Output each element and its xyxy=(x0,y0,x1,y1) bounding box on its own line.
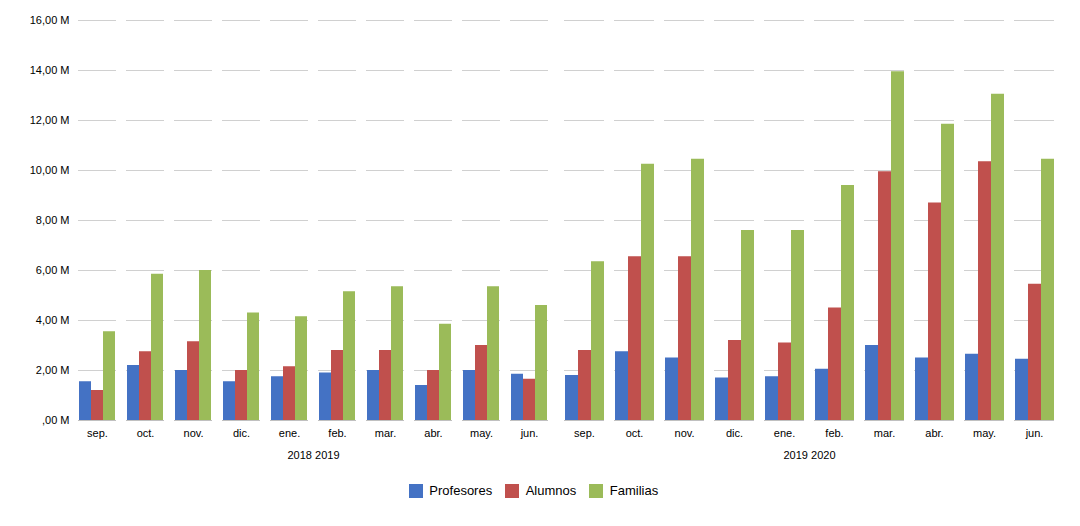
svg-text:2018 2019: 2018 2019 xyxy=(287,449,339,461)
svg-text:8,00 M: 8,00 M xyxy=(35,214,69,226)
svg-text:sep.: sep. xyxy=(574,427,595,439)
svg-text:jun.: jun. xyxy=(519,427,538,439)
svg-text:6,00 M: 6,00 M xyxy=(35,264,69,276)
svg-text:16,00 M: 16,00 M xyxy=(29,14,69,26)
svg-text:2019 2020: 2019 2020 xyxy=(783,449,835,461)
svg-text:oct.: oct. xyxy=(136,427,154,439)
svg-text:abr.: abr. xyxy=(424,427,442,439)
svg-text:4,00 M: 4,00 M xyxy=(35,314,69,326)
svg-text:14,00 M: 14,00 M xyxy=(29,64,69,76)
svg-text:abr.: abr. xyxy=(925,427,943,439)
svg-text:2,00 M: 2,00 M xyxy=(35,364,69,376)
svg-text:feb.: feb. xyxy=(825,427,843,439)
svg-text:jun.: jun. xyxy=(1024,427,1043,439)
svg-text:may.: may. xyxy=(972,427,995,439)
svg-text:10,00 M: 10,00 M xyxy=(29,164,69,176)
svg-text:mar.: mar. xyxy=(374,427,395,439)
svg-text:nov.: nov. xyxy=(183,427,203,439)
svg-text:may.: may. xyxy=(469,427,492,439)
svg-text:nov.: nov. xyxy=(674,427,694,439)
svg-text:mar.: mar. xyxy=(873,427,894,439)
svg-text:sep.: sep. xyxy=(87,427,108,439)
html-text:Familias: Familias xyxy=(609,483,659,498)
svg-text:dic.: dic. xyxy=(232,427,249,439)
svg-text:feb.: feb. xyxy=(328,427,346,439)
svg-text:ene.: ene. xyxy=(773,427,794,439)
html-text:Profesores: Profesores xyxy=(429,483,493,498)
svg-text:,00 M: ,00 M xyxy=(41,414,69,426)
svg-text:12,00 M: 12,00 M xyxy=(29,114,69,126)
svg-text:oct.: oct. xyxy=(625,427,643,439)
html-text:Alumnos: Alumnos xyxy=(525,483,577,498)
svg-text:dic.: dic. xyxy=(725,427,742,439)
svg-text:ene.: ene. xyxy=(278,427,299,439)
